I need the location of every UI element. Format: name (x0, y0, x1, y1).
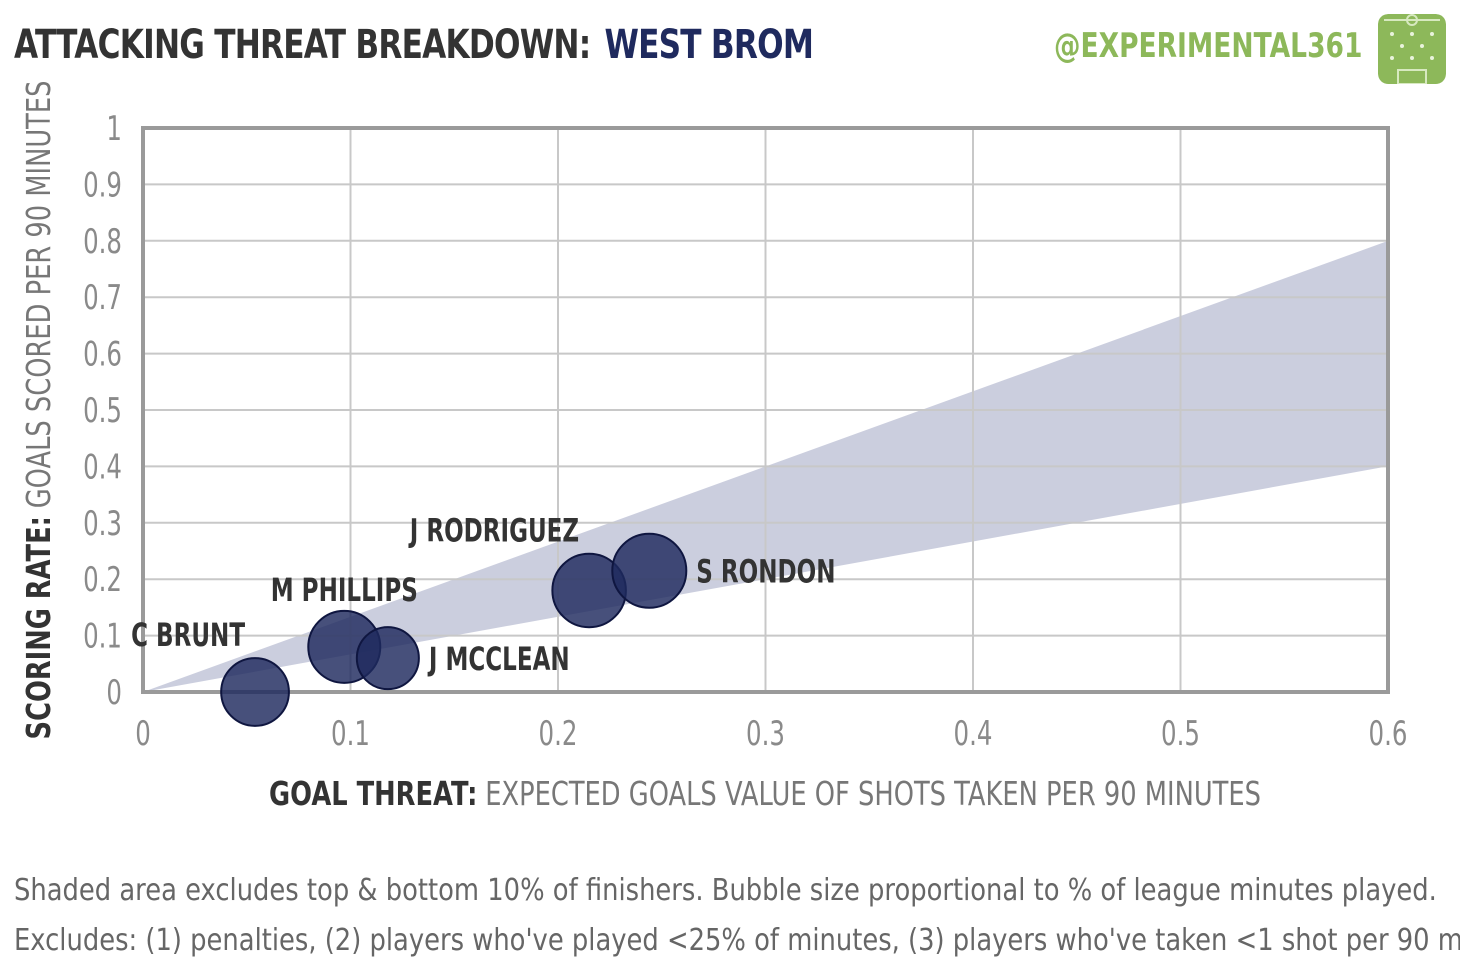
x-axis-title-rest: EXPECTED GOALS VALUE OF SHOTS TAKEN PER … (485, 775, 1261, 813)
y-tick-label: 0.6 (83, 335, 122, 374)
y-tick-label: 0.7 (83, 278, 122, 317)
footnote-line-1: Shaded area excludes top & bottom 10% of… (14, 873, 1437, 908)
author-handle-text: @EXPERIMENTAL361 (1053, 26, 1362, 66)
y-tick-label: 0.8 (83, 222, 122, 261)
footnote-line-2: Excludes: (1) penalties, (2) players who… (14, 923, 1460, 958)
y-tick-label: 0 (106, 673, 122, 712)
x-tick-label: 0.3 (746, 714, 785, 753)
x-tick-label: 0 (135, 714, 151, 753)
x-axis-title: GOAL THREAT: EXPECTED GOALS VALUE OF SHOT… (269, 775, 1261, 813)
chart-title-team: WEST BROM (604, 22, 814, 68)
x-axis-title-bold: GOAL THREAT: (269, 775, 477, 813)
player-bubble (220, 657, 290, 727)
y-tick-label: 0.4 (83, 447, 122, 486)
y-tick-label: 0.9 (83, 165, 122, 204)
player-bubble (355, 626, 420, 691)
author-handle: @EXPERIMENTAL361 (967, 26, 1362, 70)
scatter-chart: 0 0.1 0.2 0.3 0.4 0.5 0.6 0 0.1 0.2 0.3 0.4 0.5 0.6 0.… (20, 81, 1408, 813)
y-tick-label: 0.1 (83, 617, 122, 656)
chart-title-prefix: ATTACKING THREAT BREAKDOWN: (14, 22, 591, 68)
y-axis-title-rest: GOALS SCORED PER 90 MINUTES (20, 81, 58, 509)
player-label: C BRUNT (131, 616, 245, 654)
player-bubble (611, 532, 688, 609)
y-axis-title: SCORING RATE: GOALS SCORED PER 90 MINUTES (20, 81, 58, 740)
y-tick-label: 0.2 (83, 560, 122, 599)
chart-title: ATTACKING THREAT BREAKDOWN: WEST BROM (14, 22, 1039, 74)
player-label: J RODRIGUEZ (408, 512, 579, 550)
plot-frame (141, 126, 1390, 694)
x-tick-label: 0.6 (1369, 714, 1408, 753)
player-label: J MCCLEAN (427, 640, 569, 678)
x-tick-label: 0.1 (331, 714, 370, 753)
player-label: M PHILLIPS (271, 571, 418, 609)
pitch-logo-icon (1378, 14, 1446, 84)
x-tick-label: 0.2 (539, 714, 578, 753)
y-tick-label: 0.5 (83, 391, 122, 430)
x-tick-label: 0.5 (1161, 714, 1200, 753)
x-tick-label: 0.4 (954, 714, 993, 753)
y-axis-title-bold: SCORING RATE: (20, 516, 58, 739)
footnote: Shaded area excludes top & bottom 10% of… (14, 866, 1460, 966)
player-label: S RONDON (696, 553, 835, 591)
y-tick-label: 0.3 (83, 504, 122, 543)
y-tick-label: 1 (106, 109, 122, 148)
